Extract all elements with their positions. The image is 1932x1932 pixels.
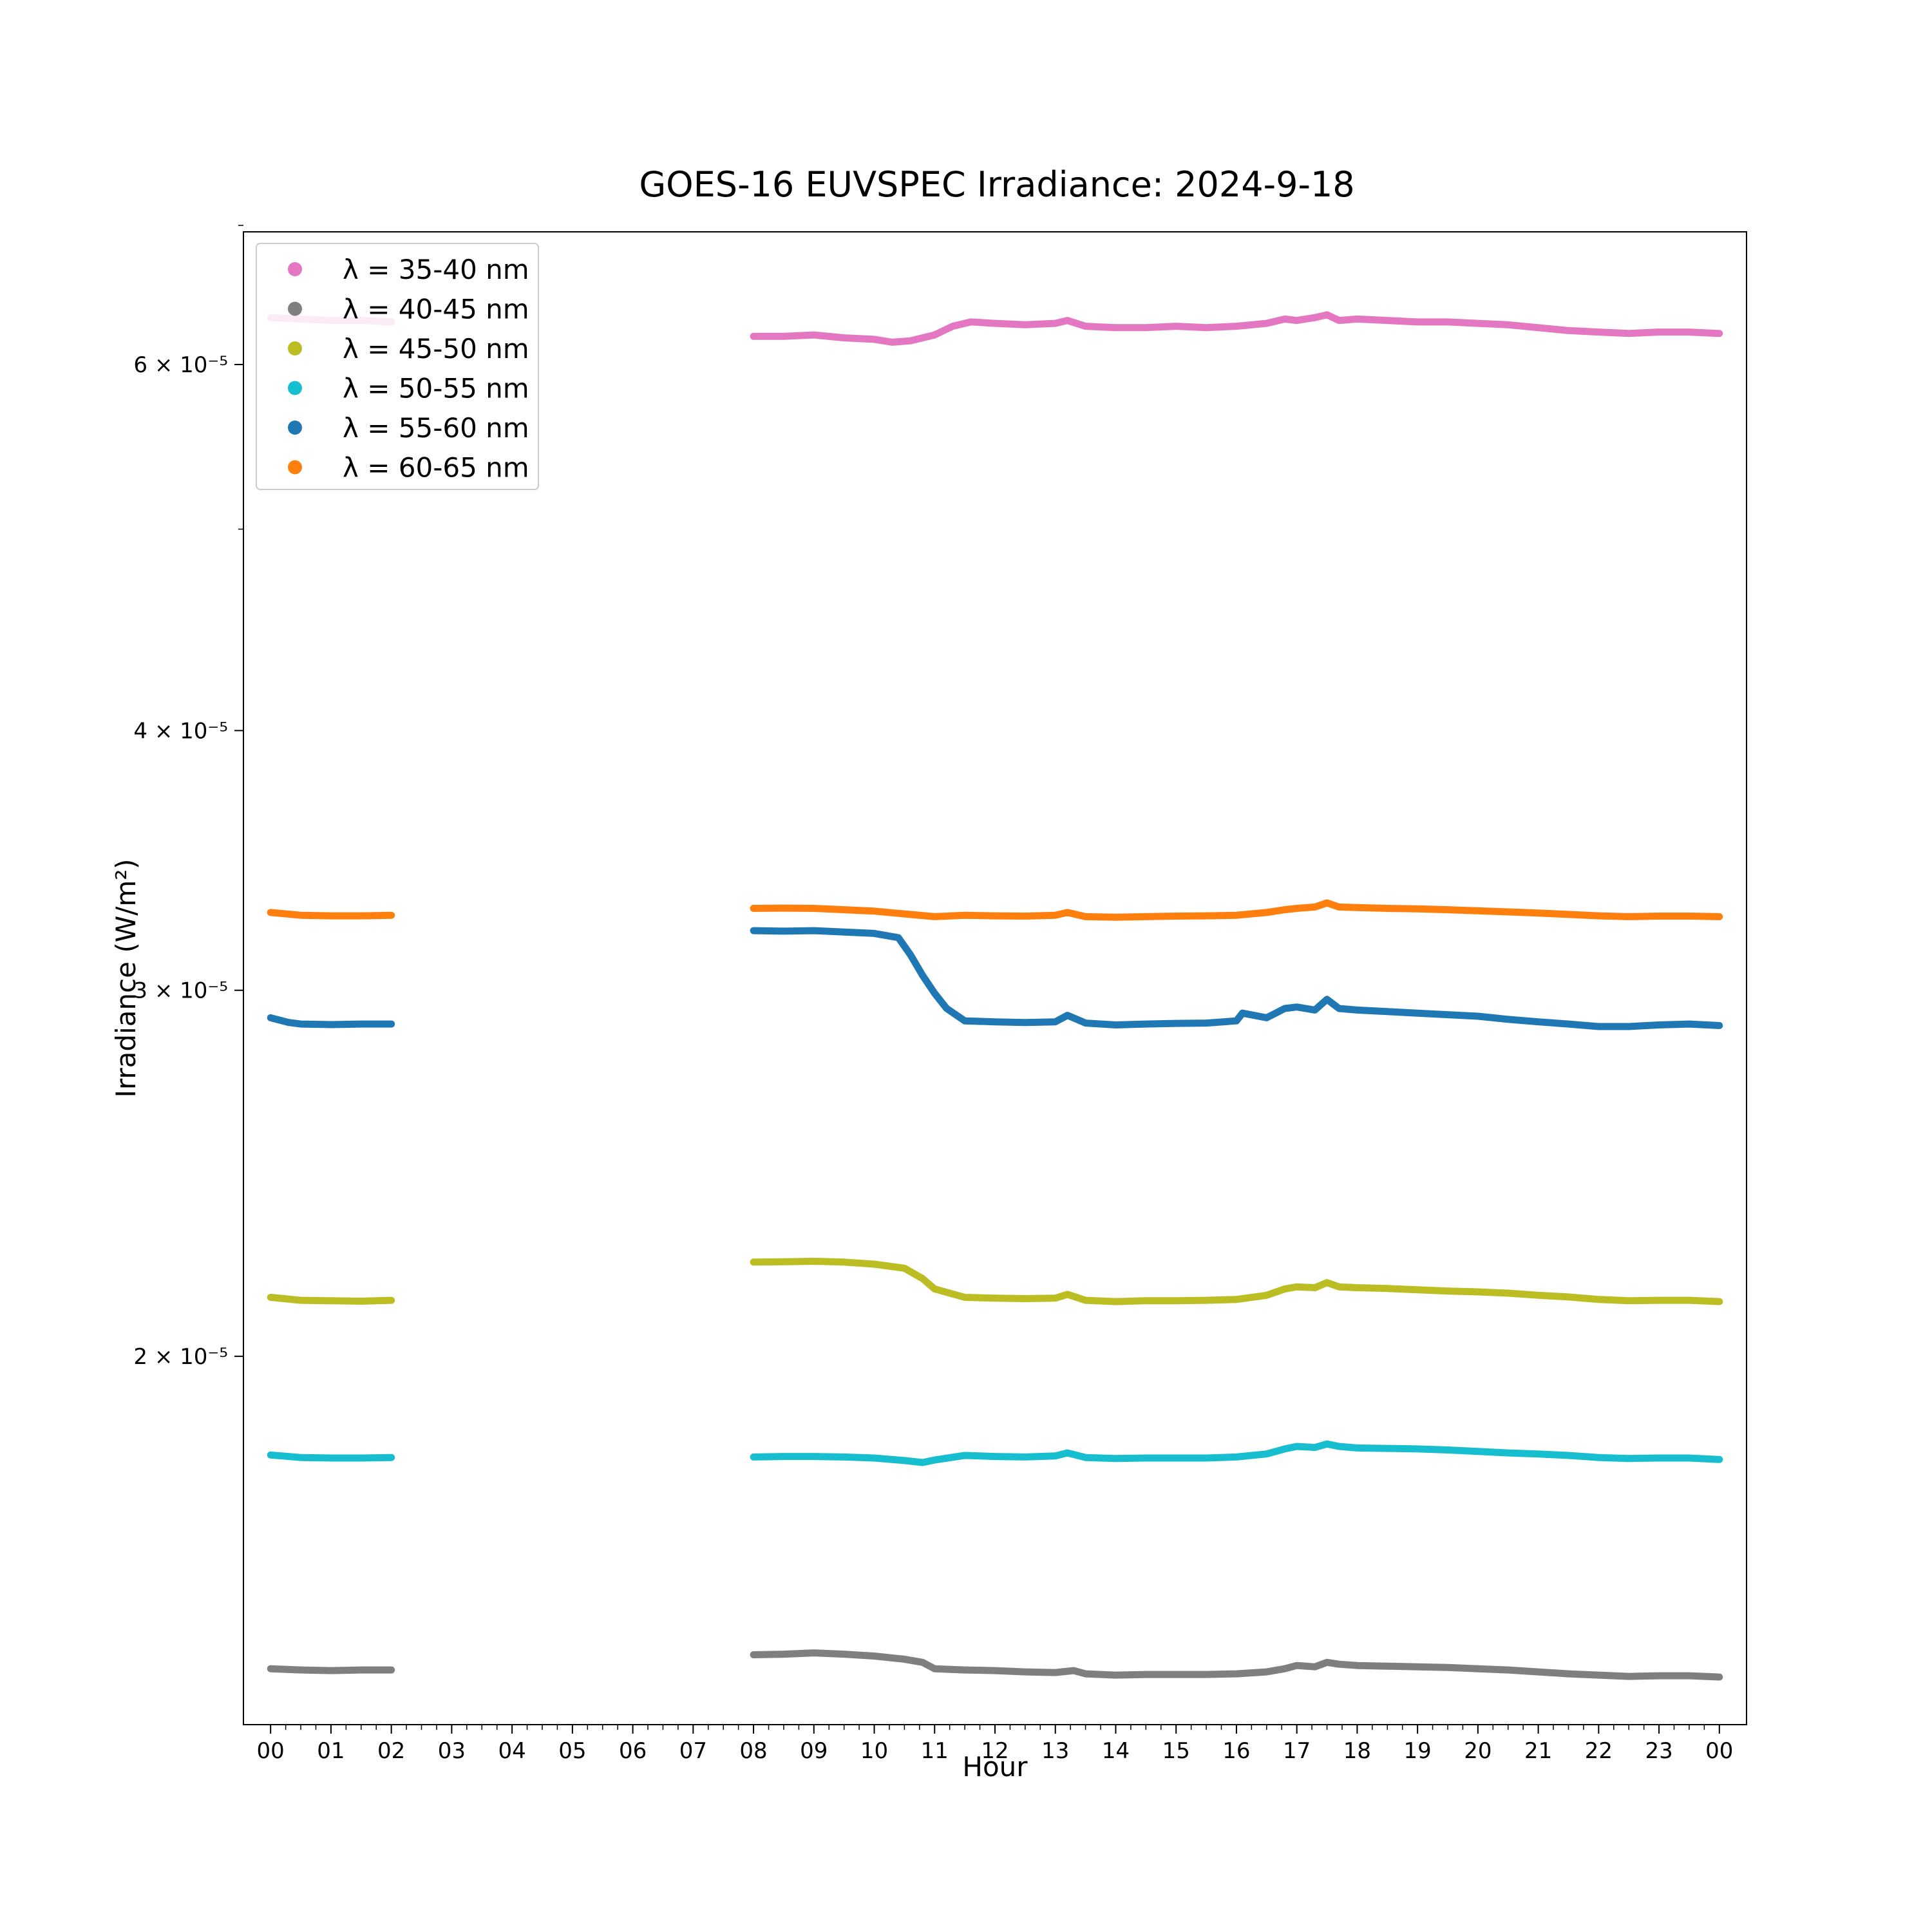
x-tick-label: 04 — [498, 1738, 526, 1764]
series-line-2 — [750, 1649, 1723, 1681]
x-tick-label: 07 — [679, 1738, 707, 1764]
plot-series — [267, 311, 1723, 1681]
legend-marker — [288, 301, 302, 316]
legend: λ = 35-40 nm λ = 40-45 nm λ = 45-50 nm λ = … — [256, 243, 539, 490]
series-line-3 — [750, 1258, 1723, 1305]
x-tick-label: 10 — [860, 1738, 888, 1764]
series-line-1 — [750, 311, 1723, 346]
x-tick-label: 23 — [1645, 1738, 1672, 1764]
legend-label: λ = 55-60 nm — [343, 412, 529, 444]
legend-label: λ = 35-40 nm — [343, 254, 529, 285]
x-tick-label: 17 — [1283, 1738, 1311, 1764]
series-line-6 — [750, 899, 1723, 921]
x-tick-label: 21 — [1524, 1738, 1552, 1764]
series-line-3 — [267, 1294, 395, 1305]
x-tick-label: 12 — [981, 1738, 1009, 1764]
x-tick-label: 02 — [377, 1738, 405, 1764]
legend-marker — [288, 381, 302, 395]
x-tick-label: 11 — [921, 1738, 949, 1764]
x-tick-label: 14 — [1102, 1738, 1130, 1764]
x-tick-label: 15 — [1162, 1738, 1190, 1764]
y-tick-label: 4 × 10⁻⁵ — [133, 718, 228, 744]
series-line-5 — [267, 1014, 395, 1028]
legend-label: λ = 50-55 nm — [343, 373, 529, 404]
series-line-2 — [267, 1665, 395, 1674]
y-tick-label: 6 × 10⁻⁵ — [133, 352, 228, 378]
legend-marker — [288, 421, 302, 435]
x-tick-label: 19 — [1404, 1738, 1432, 1764]
x-tick-label: 16 — [1222, 1738, 1250, 1764]
x-tick-label: 20 — [1464, 1738, 1492, 1764]
legend-marker — [288, 262, 302, 276]
series-line-4 — [750, 1440, 1723, 1466]
chart-title: GOES-16 EUVSPEC Irradiance: 2024-9-18 — [639, 164, 1354, 205]
y-tick-label: 2 × 10⁻⁵ — [133, 1344, 228, 1370]
x-tick-label: 03 — [438, 1738, 466, 1764]
x-axis-label: Hour — [962, 1751, 1028, 1783]
x-tick-label: 13 — [1041, 1738, 1069, 1764]
legend-label: λ = 60-65 nm — [343, 452, 529, 484]
x-tick-label: 22 — [1585, 1738, 1613, 1764]
x-tick-label: 09 — [800, 1738, 828, 1764]
y-axis-label: Irradiance (W/m²) — [110, 858, 142, 1097]
legend-label: λ = 45-50 nm — [343, 333, 529, 365]
x-tick-label: 01 — [317, 1738, 345, 1764]
legend-marker — [288, 341, 302, 355]
x-tick-label: 08 — [739, 1738, 767, 1764]
legend-marker — [288, 460, 302, 475]
series-line-6 — [267, 909, 395, 920]
x-tick-label: 00 — [257, 1738, 285, 1764]
y-tick-label: 3 × 10⁻⁵ — [133, 978, 228, 1004]
legend-box — [256, 243, 539, 490]
x-tick-label: 06 — [619, 1738, 647, 1764]
x-tick-label: 00 — [1705, 1738, 1733, 1764]
series-line-5 — [750, 927, 1723, 1030]
x-tick-label: 05 — [558, 1738, 586, 1764]
y-axis: 2 × 10⁻⁵ 3 × 10⁻⁵ 4 × 10⁻⁵ 6 × 10⁻⁵ — [133, 225, 243, 1370]
legend-label: λ = 40-45 nm — [343, 294, 529, 325]
series-line-4 — [267, 1451, 395, 1462]
x-axis: 00 01 02 03 04 05 06 07 08 09 10 11 12 13 14 15 16 17 18 19… — [257, 1725, 1733, 1764]
x-tick-label: 18 — [1343, 1738, 1371, 1764]
